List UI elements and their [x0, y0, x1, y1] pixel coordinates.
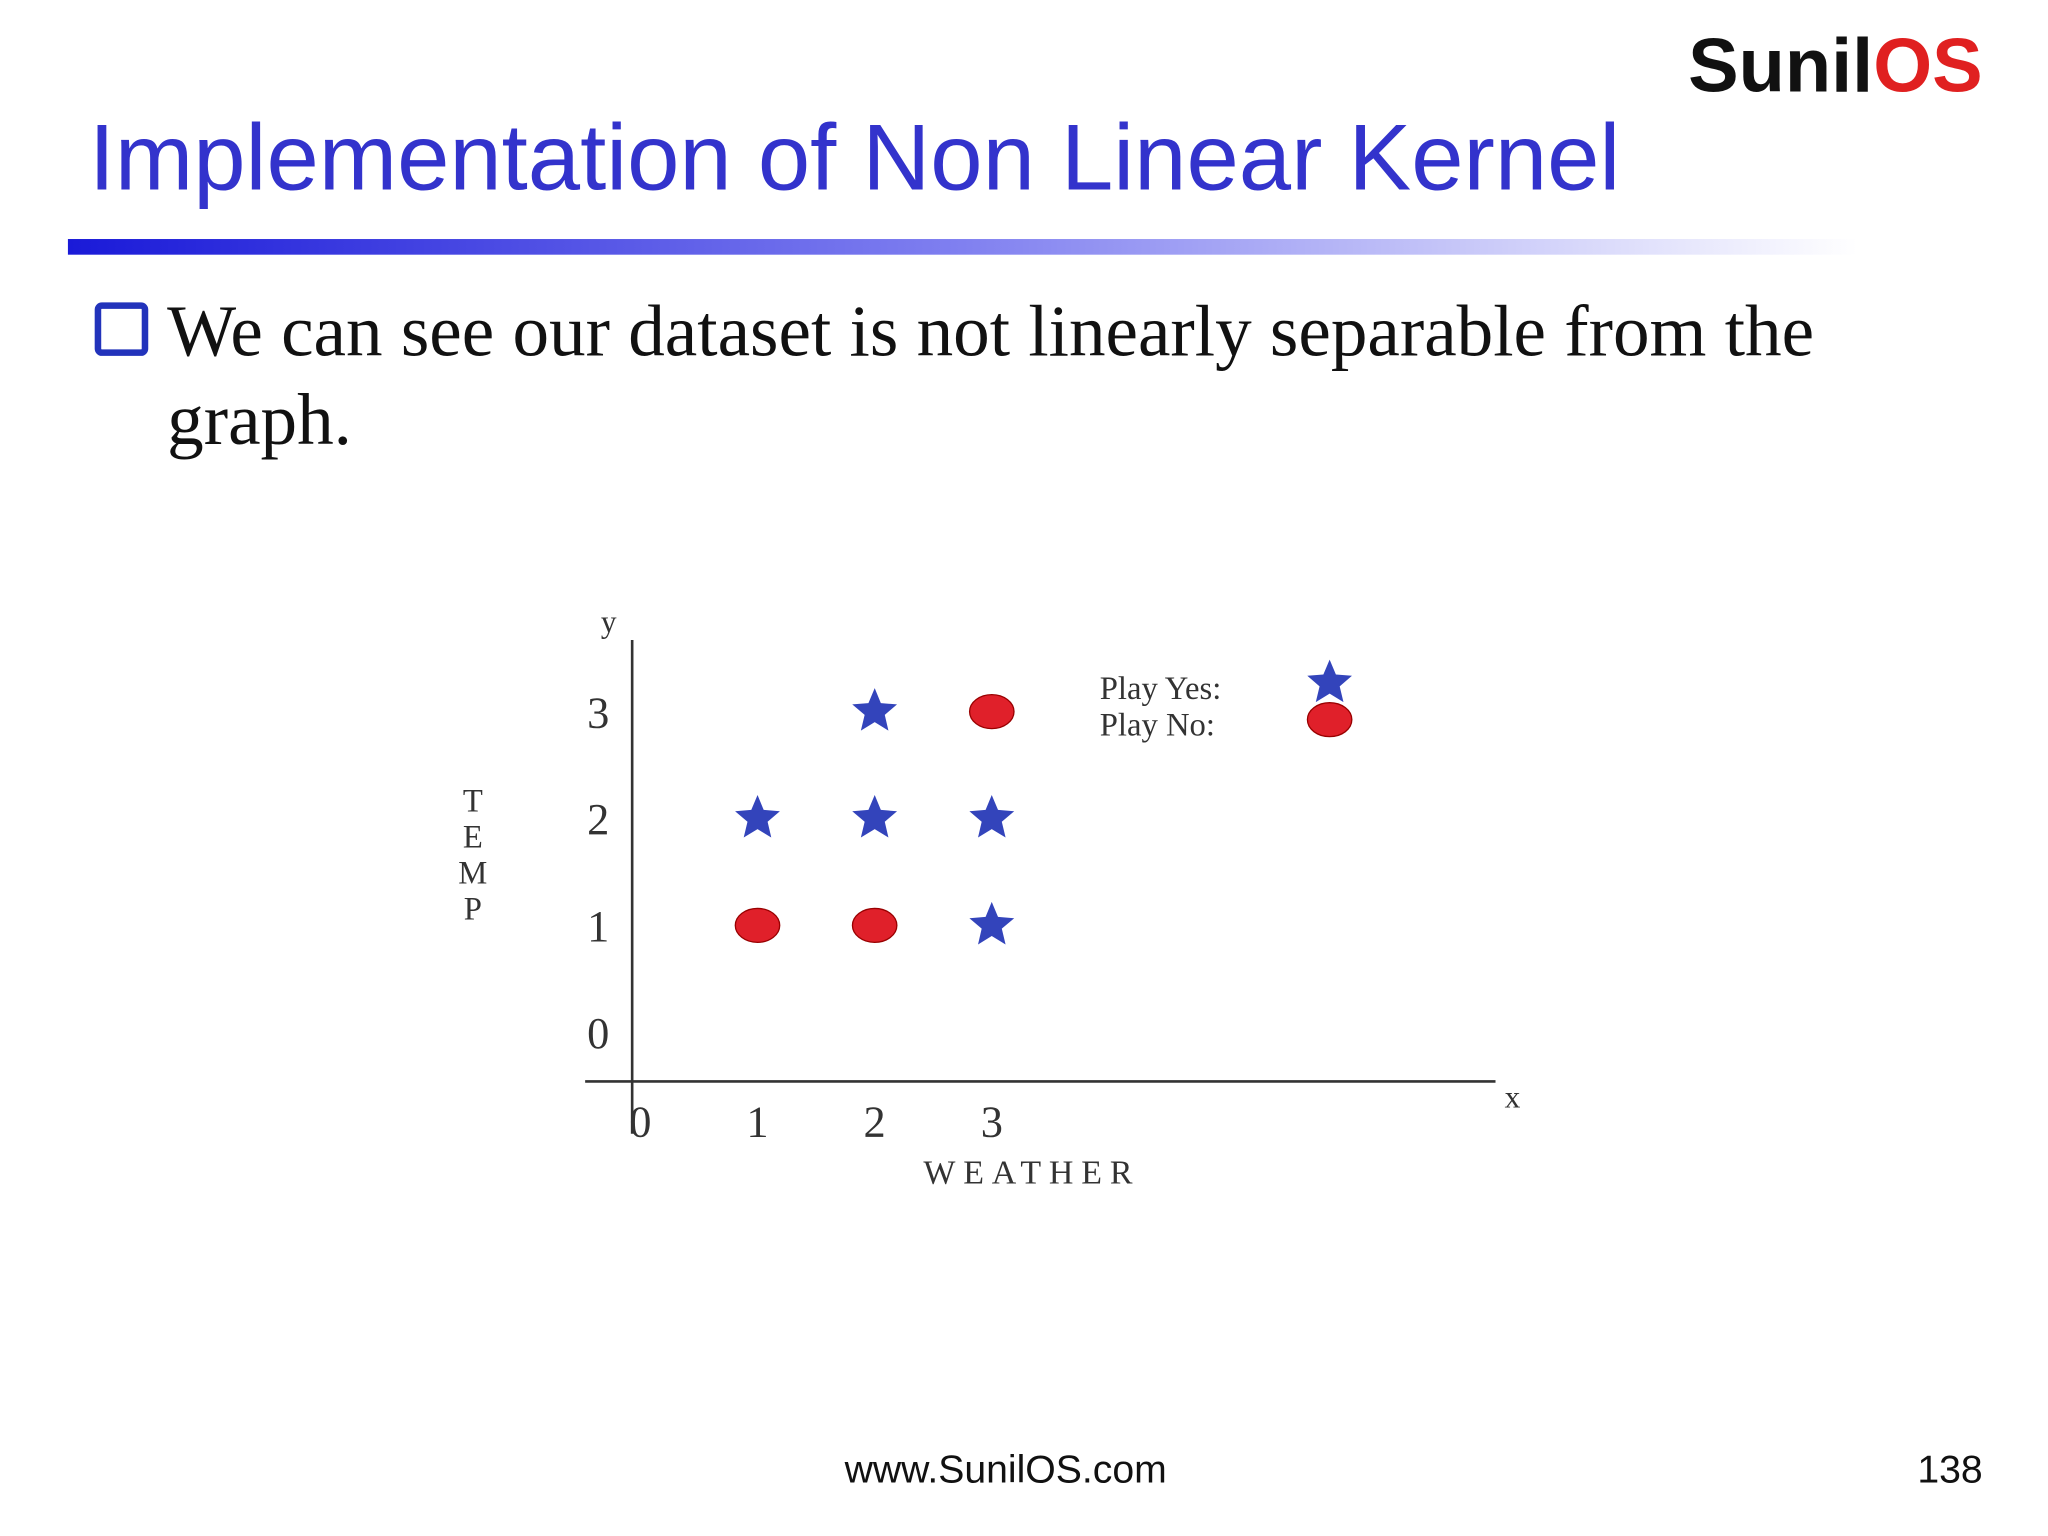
x-tick-label: 3 — [981, 1096, 1003, 1146]
y-tick-label: 1 — [587, 901, 609, 951]
x-tick-label: 0 — [629, 1096, 651, 1146]
data-point — [852, 688, 898, 731]
x-tick-label: 2 — [864, 1096, 886, 1146]
x-axis-label: WEATHER — [923, 1154, 1140, 1191]
footer-url: www.SunilOS.com — [844, 1448, 1167, 1491]
legend-label: Play Yes: — [1100, 671, 1222, 707]
logo-part: Sunil — [1688, 23, 1873, 108]
bullet-text: graph. — [167, 379, 352, 460]
data-point — [852, 795, 898, 838]
x-tick-label: 1 — [746, 1096, 768, 1146]
slide-title: Implementation of Non Linear Kernel — [89, 104, 1621, 209]
y-tick-label: 3 — [587, 687, 609, 737]
x-axis-name: x — [1505, 1080, 1521, 1115]
chart: y x WEATHER TEMP 0 1 2 3 0 1 2 3 Play Yes:Play No: — [455, 604, 1521, 1191]
data-point — [968, 693, 1015, 730]
data-point — [851, 907, 898, 944]
data-point — [969, 901, 1015, 945]
page-number: 138 — [1917, 1448, 1982, 1491]
data-point — [969, 795, 1015, 838]
legend-marker — [1307, 659, 1352, 703]
bullet-box — [94, 302, 149, 356]
y-tick-label: 0 — [587, 1008, 609, 1058]
y-axis-label: TEMP — [455, 784, 491, 928]
y-tick-label: 2 — [587, 794, 609, 844]
bullet-text: We can see our dataset is not linearly s… — [167, 290, 1814, 371]
legend-marker — [1306, 702, 1353, 738]
data-point — [735, 795, 780, 838]
data-point — [734, 907, 781, 944]
title-underline — [67, 239, 1858, 255]
y-axis-name: y — [601, 604, 617, 639]
logo: SunilOS — [1688, 23, 1983, 108]
legend-label: Play No: — [1100, 707, 1215, 743]
logo-part: OS — [1873, 23, 1982, 108]
